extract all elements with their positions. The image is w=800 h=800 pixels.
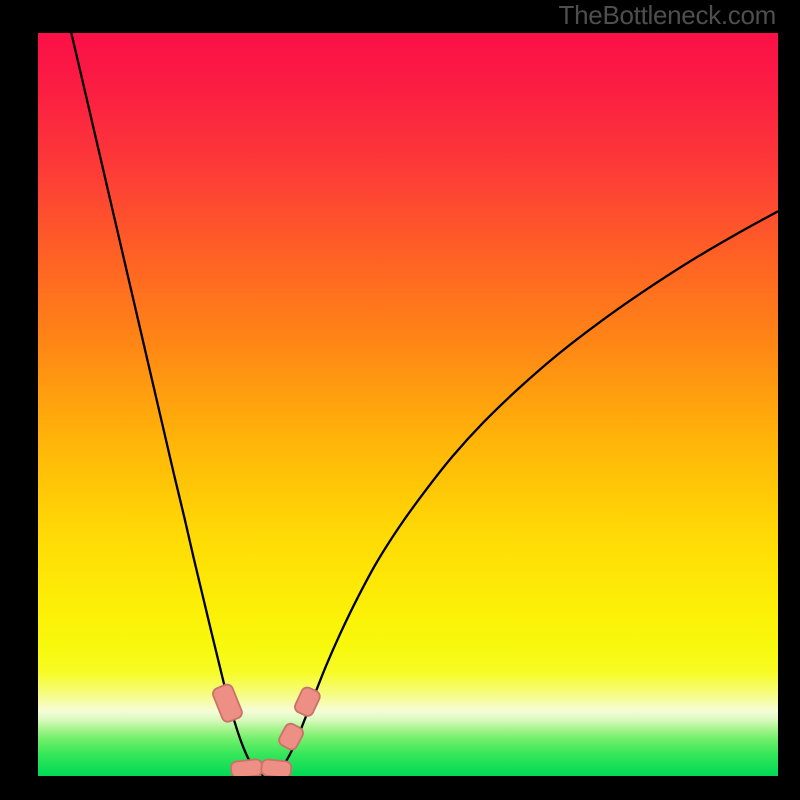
curve-left [71,33,264,776]
data-marker-0 [211,683,244,724]
data-marker-1 [230,759,263,776]
plot-area [38,33,778,776]
curve-right [264,211,778,776]
data-marker-2 [261,759,292,776]
watermark-text: TheBottleneck.com [559,0,776,31]
curve-layer [38,33,778,776]
chart-container: TheBottleneck.com [0,0,800,800]
